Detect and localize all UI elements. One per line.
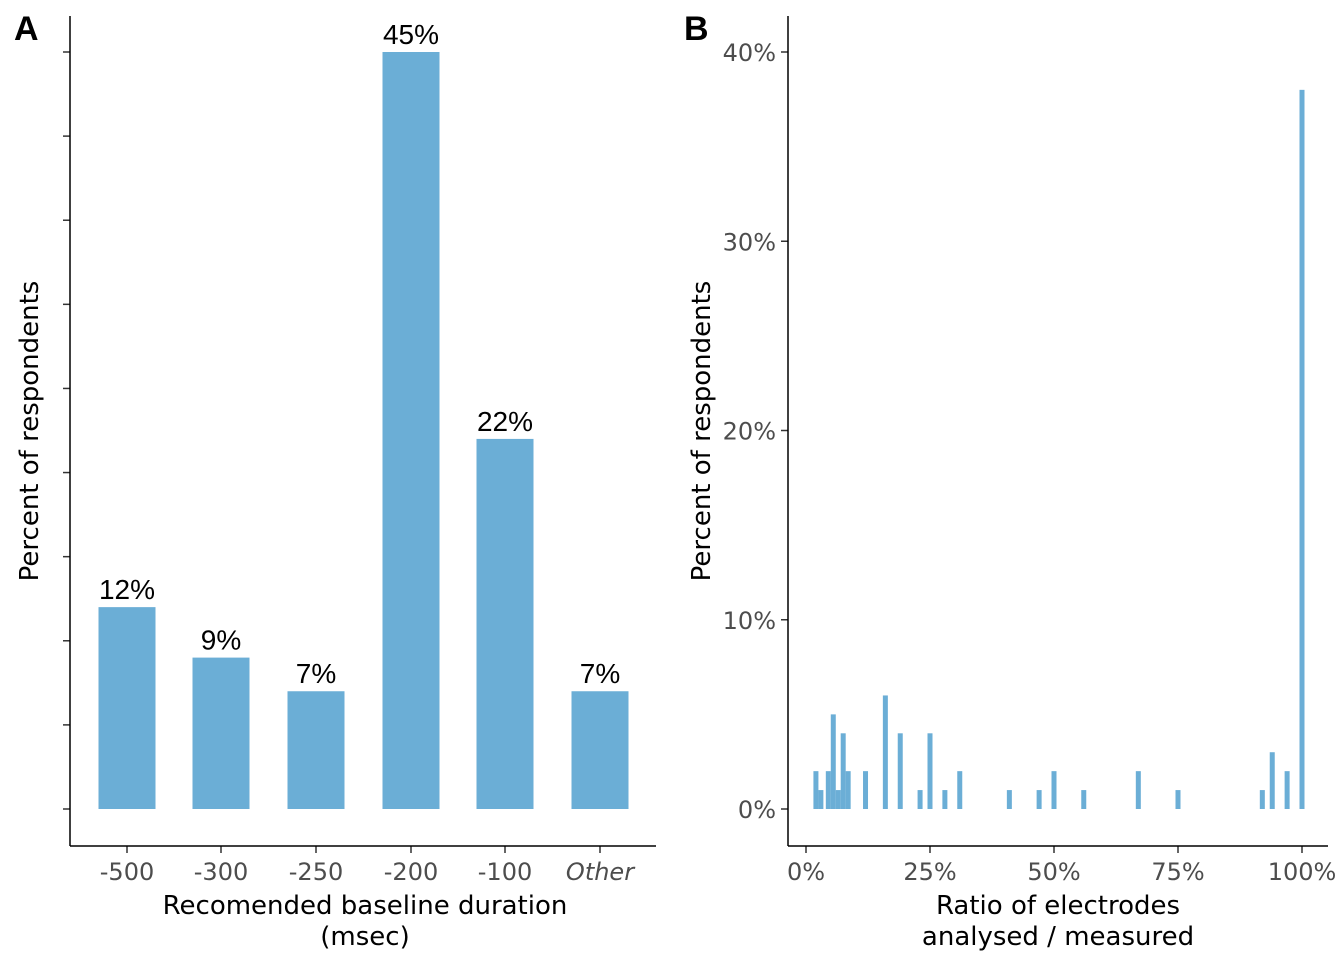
x-tick-label-1: -300 (194, 858, 248, 886)
histogram-bar-19 (1175, 790, 1181, 809)
panel-a-x-axis-title-line-2: (msec) (320, 922, 409, 952)
bar-neg300 (192, 657, 250, 809)
histogram-bar-1 (818, 790, 824, 809)
value-label-2: 7% (296, 658, 336, 689)
x-tick-label-3: -200 (384, 858, 438, 886)
panel-a: A 12% 9% 7% 45% 22% 7% -500 -300 -250 -200 -100 Ot… (14, 10, 656, 952)
x-tick-label-5: Other (566, 858, 636, 886)
histogram-bar-2 (825, 771, 831, 809)
panel-b-x-axis-title-line-1: Ratio of electrodes (936, 891, 1180, 921)
histogram-bar-6 (845, 771, 851, 809)
x-tick-label-4: 100% (1268, 858, 1337, 886)
histogram-bar-7 (863, 771, 869, 809)
bar-neg100 (476, 438, 534, 809)
y-tick-label-3: 30% (723, 228, 776, 256)
histogram-bar-11 (927, 733, 933, 809)
histogram-bar-5 (840, 733, 846, 809)
histogram-bar-15 (1036, 790, 1042, 809)
histogram-bar-8 (882, 695, 888, 809)
panel-b-bars (813, 89, 1305, 810)
histogram-bar-18 (1135, 771, 1141, 809)
panel-b-x-ticks: 0% 25% 50% 75% 100% (787, 846, 1336, 886)
histogram-bar-22 (1284, 771, 1290, 809)
histogram-bar-20 (1259, 790, 1265, 809)
value-label-1: 9% (201, 625, 241, 656)
panel-b-y-axis-title: Percent of respondents (687, 281, 717, 582)
x-tick-label-0: 0% (787, 858, 825, 886)
value-label-4: 22% (477, 406, 533, 437)
x-tick-label-1: 25% (903, 858, 956, 886)
histogram-bar-10 (917, 790, 923, 809)
x-tick-label-3: 75% (1151, 858, 1204, 886)
panel-a-x-ticks: -500 -300 -250 -200 -100 Other (100, 846, 636, 886)
histogram-bar-13 (957, 771, 963, 809)
panel-b-x-axis-title-line-2: analysed / measured (922, 922, 1194, 952)
panel-a-x-axis-title-line-1: Recomended baseline duration (163, 891, 568, 921)
x-tick-label-2: 50% (1027, 858, 1080, 886)
histogram-bar-17 (1081, 790, 1087, 809)
histogram-bar-23 (1299, 89, 1305, 810)
panel-b-y-ticks: 0% 10% 20% 30% 40% (723, 39, 788, 824)
panel-b-x-axis-title: Ratio of electrodes analysed / measured (922, 891, 1194, 952)
panel-a-y-ticks (63, 51, 70, 810)
histogram-bar-14 (1006, 790, 1012, 809)
value-label-0: 12% (99, 574, 155, 605)
x-tick-label-4: -100 (478, 858, 532, 886)
panel-letter-a: A (14, 10, 39, 48)
y-tick-label-2: 20% (723, 418, 776, 446)
panel-a-y-axis-title: Percent of respondents (15, 281, 45, 582)
histogram-bar-0 (813, 771, 819, 809)
panel-a-bars (98, 52, 629, 809)
histogram-bar-4 (835, 790, 841, 809)
histogram-bar-21 (1269, 752, 1275, 809)
y-tick-label-1: 10% (723, 607, 776, 635)
bar-neg500 (98, 607, 156, 809)
panel-a-x-axis-title: Recomended baseline duration (msec) (163, 891, 568, 952)
histogram-bar-9 (897, 733, 903, 809)
panel-letter-b: B (684, 10, 709, 48)
histogram-bar-12 (942, 790, 948, 809)
histogram-bar-16 (1051, 771, 1057, 809)
value-label-5: 7% (580, 658, 620, 689)
histogram-bar-3 (830, 714, 836, 809)
panel-a-value-labels: 12% 9% 7% 45% 22% 7% (99, 19, 620, 689)
bar-neg200 (382, 52, 440, 809)
x-tick-label-0: -500 (100, 858, 154, 886)
value-label-3: 45% (383, 19, 439, 50)
x-tick-label-2: -250 (289, 858, 343, 886)
bar-Other (571, 691, 629, 809)
y-tick-label-0: 0% (738, 796, 776, 824)
y-tick-label-4: 40% (723, 39, 776, 67)
panel-b: B 0% 10% 20% 30% 40% 0% 25% 50% 75% 100% Ratio o… (684, 10, 1336, 952)
bar-neg250 (287, 691, 345, 809)
